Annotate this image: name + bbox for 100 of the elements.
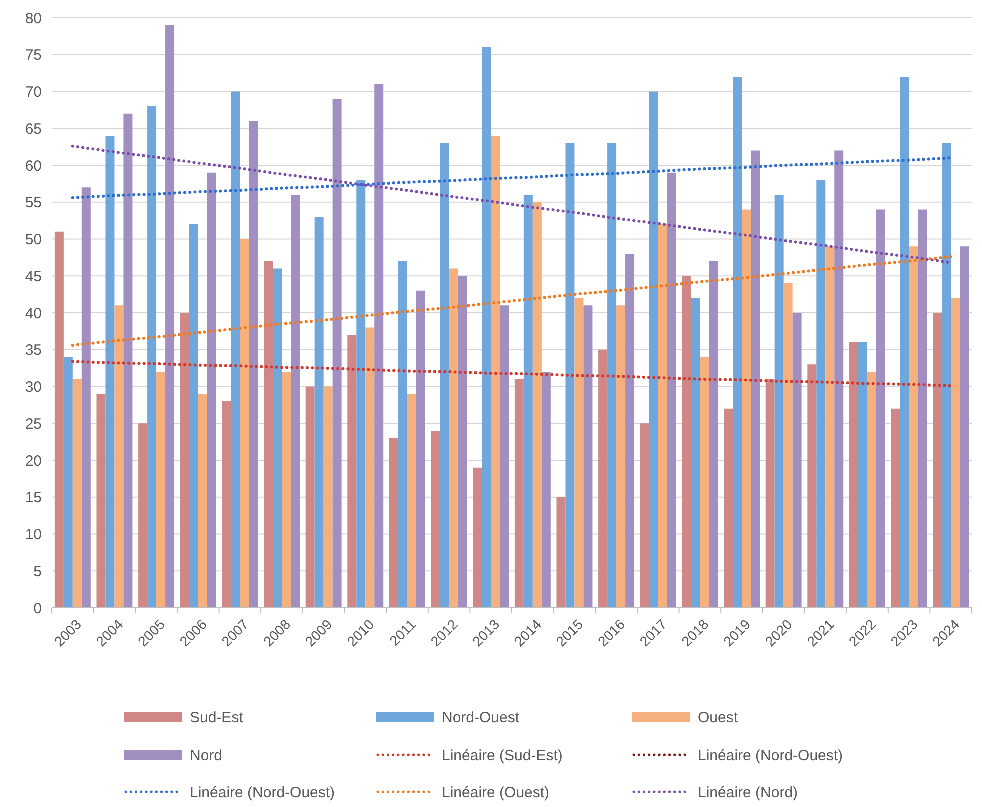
bar <box>524 195 533 608</box>
bar <box>834 150 844 608</box>
bar <box>658 224 668 608</box>
bar <box>374 84 384 608</box>
legend-label: Nord <box>190 747 223 764</box>
bar <box>933 313 942 608</box>
bar <box>166 25 175 608</box>
bar <box>324 386 333 608</box>
bar <box>306 386 315 608</box>
bar <box>114 306 124 608</box>
bar <box>532 202 542 608</box>
bar <box>72 379 82 608</box>
bar <box>500 306 510 608</box>
y-tick-label: 75 <box>25 47 42 64</box>
y-tick-label: 60 <box>25 158 42 175</box>
bar <box>867 372 876 608</box>
y-tick-label: 40 <box>25 305 42 322</box>
bar <box>649 92 658 608</box>
bar <box>482 48 492 608</box>
bar <box>640 424 650 608</box>
bar <box>960 246 970 608</box>
bar <box>909 246 918 608</box>
bar <box>514 379 524 608</box>
bar <box>416 290 426 608</box>
legend-label: Linéaire (Nord-Ouest) <box>698 747 844 764</box>
bar <box>616 306 626 608</box>
bar <box>667 172 676 608</box>
bar <box>138 424 148 608</box>
bar <box>231 92 240 608</box>
bar <box>784 284 793 608</box>
bar <box>584 306 593 608</box>
bar <box>398 261 408 608</box>
y-tick-label: 25 <box>25 416 42 433</box>
y-tick-label: 0 <box>34 600 42 618</box>
bar <box>709 261 718 608</box>
bar <box>156 372 166 608</box>
bar <box>816 180 826 608</box>
bar <box>440 143 450 608</box>
bar <box>566 143 575 608</box>
bar <box>348 335 357 608</box>
bar <box>858 342 868 608</box>
bar <box>491 136 500 608</box>
bar <box>407 394 416 608</box>
bar <box>96 394 106 608</box>
bar <box>106 136 115 608</box>
line-series <box>71 156 953 200</box>
bar <box>900 77 910 608</box>
bar <box>189 224 198 608</box>
y-tick-label: 45 <box>25 268 42 286</box>
bar <box>282 372 291 608</box>
y-tick-label: 30 <box>25 379 42 396</box>
bar <box>431 431 440 608</box>
y-tick-label: 5 <box>34 563 42 580</box>
bar <box>366 328 375 608</box>
y-tick-label: 50 <box>25 232 42 248</box>
bar <box>290 195 300 608</box>
y-tick-label: 20 <box>25 452 42 470</box>
bar <box>742 210 751 608</box>
bar <box>826 246 835 608</box>
bar <box>682 276 692 608</box>
bar <box>574 298 584 608</box>
bar <box>608 143 617 608</box>
bar <box>449 268 458 608</box>
bar <box>82 188 91 608</box>
bar <box>733 77 742 608</box>
bar <box>542 372 551 608</box>
legend-label: Linéaire (Sud-Est) <box>442 747 563 764</box>
bar <box>222 402 232 608</box>
bar <box>792 313 802 608</box>
bar <box>891 408 900 608</box>
y-tick-label: 35 <box>25 342 42 360</box>
bar <box>198 394 208 608</box>
bar <box>700 357 710 608</box>
bar <box>750 150 760 608</box>
bar <box>180 313 190 608</box>
bar <box>458 276 468 608</box>
bar <box>626 254 635 608</box>
bar <box>314 217 324 608</box>
bar <box>766 379 775 608</box>
bar <box>724 408 734 608</box>
y-tick-label: 70 <box>25 84 42 101</box>
legend-label: Sud-Est <box>190 709 244 726</box>
y-tick-label: 15 <box>25 490 42 507</box>
legend-label: Linéaire (Nord-Ouest) <box>190 784 336 802</box>
bar <box>951 298 960 608</box>
bar <box>389 438 398 608</box>
bar <box>598 350 608 608</box>
y-tick-label: 80 <box>25 10 42 28</box>
bar <box>808 364 817 608</box>
bar <box>264 261 274 608</box>
bar <box>774 195 784 608</box>
bar <box>356 180 366 608</box>
line-series <box>71 255 953 347</box>
bar <box>332 99 342 608</box>
bar <box>473 468 482 608</box>
bar <box>273 268 282 608</box>
bar <box>691 298 700 608</box>
bar <box>918 210 928 608</box>
bar <box>942 143 952 608</box>
legend-label: Ouest <box>698 709 739 726</box>
